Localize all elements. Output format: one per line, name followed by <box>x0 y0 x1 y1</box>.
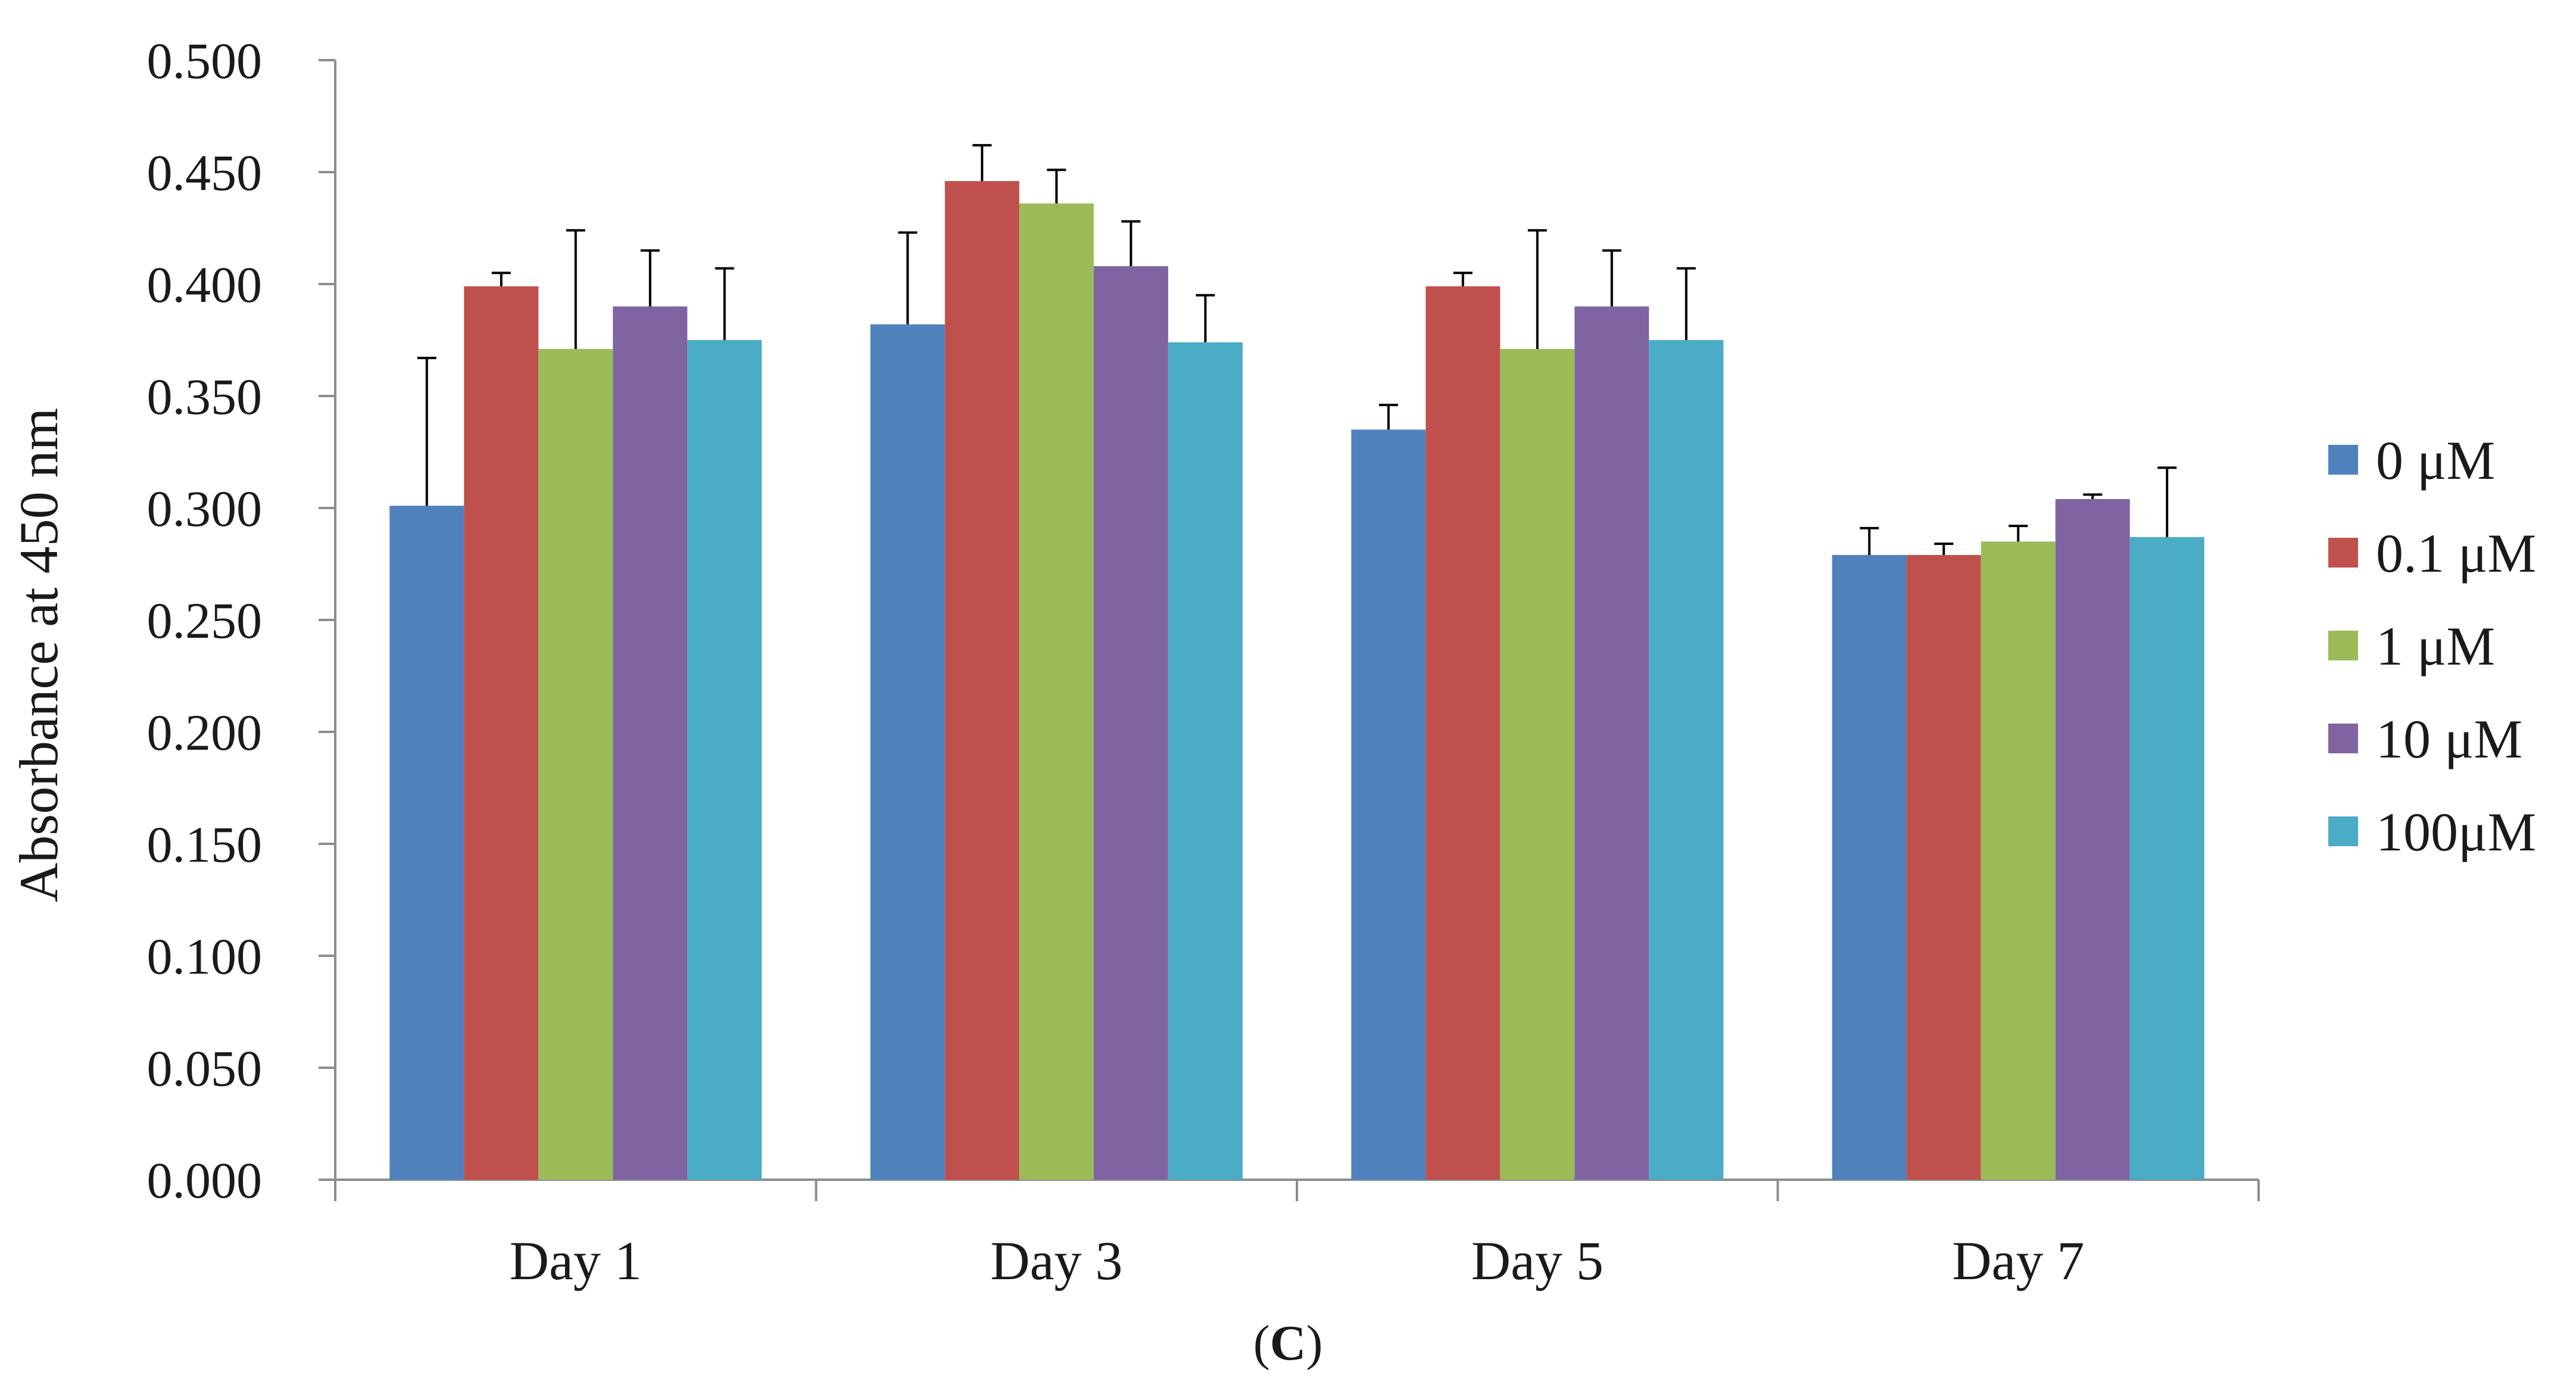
y-tick-label: 0.250 <box>147 592 263 649</box>
bar <box>1168 342 1243 1180</box>
legend-swatch <box>2328 445 2358 475</box>
legend-label: 10 μM <box>2376 709 2522 769</box>
y-tick-label: 0.200 <box>147 704 263 761</box>
legend-swatch <box>2328 631 2358 660</box>
bar <box>687 340 762 1180</box>
y-axis-title: Absorbance at 450 nm <box>8 408 69 902</box>
legend-swatch <box>2328 724 2358 753</box>
bar <box>464 286 539 1180</box>
legend-label: 0.1 μM <box>2376 523 2536 584</box>
bar <box>1019 203 1094 1180</box>
bar <box>2129 537 2204 1180</box>
panel-label-letter: C <box>1270 1315 1306 1371</box>
legend-label: 0 μM <box>2376 430 2495 491</box>
category-label: Day 5 <box>1471 1230 1604 1291</box>
bar <box>1574 306 1649 1180</box>
y-tick-label: 0.100 <box>147 928 263 985</box>
category-label: Day 7 <box>1952 1230 2084 1291</box>
category-label: Day 3 <box>990 1230 1122 1291</box>
y-tick-label: 0.150 <box>147 816 263 873</box>
y-tick-label: 0.450 <box>147 144 263 201</box>
error-bars <box>417 144 2177 555</box>
legend-swatch <box>2328 538 2358 568</box>
bar <box>1093 266 1168 1180</box>
bar <box>1832 554 1907 1180</box>
bar <box>1426 286 1501 1180</box>
y-tick-label: 0.500 <box>147 32 263 89</box>
bar <box>538 349 613 1180</box>
panel-label-open: ( <box>1253 1315 1270 1371</box>
y-tick-label: 0.300 <box>147 480 263 537</box>
bar <box>1500 349 1575 1180</box>
bar <box>1649 340 1724 1180</box>
bar <box>2055 498 2130 1180</box>
bar <box>1351 429 1426 1180</box>
bar <box>944 181 1019 1180</box>
panel-label: (C) <box>1253 1315 1323 1371</box>
bar <box>1981 541 2056 1180</box>
bar <box>613 306 688 1180</box>
y-tick-label: 0.400 <box>147 256 263 313</box>
panel-label-close: ) <box>1306 1315 1323 1371</box>
y-tick-label: 0.000 <box>147 1152 263 1209</box>
y-tick-label: 0.350 <box>147 368 263 425</box>
bars <box>389 181 2204 1180</box>
bar <box>389 506 464 1180</box>
category-label: Day 1 <box>510 1230 642 1291</box>
legend: 0 μM 0.1 μM 1 μM 10 μM 100μM <box>2328 430 2536 862</box>
bar <box>870 324 945 1180</box>
legend-label: 100μM <box>2376 802 2536 862</box>
y-tick-labels: 0.000 0.050 0.100 0.150 0.200 0.250 0.300 0.350… <box>147 32 263 1209</box>
legend-swatch <box>2328 816 2358 846</box>
legend-label: 1 μM <box>2376 616 2495 677</box>
bar <box>1906 554 1981 1180</box>
category-labels: Day 1 Day 3 Day 5 Day 7 <box>510 1230 2085 1291</box>
y-tick-label: 0.050 <box>147 1040 263 1097</box>
